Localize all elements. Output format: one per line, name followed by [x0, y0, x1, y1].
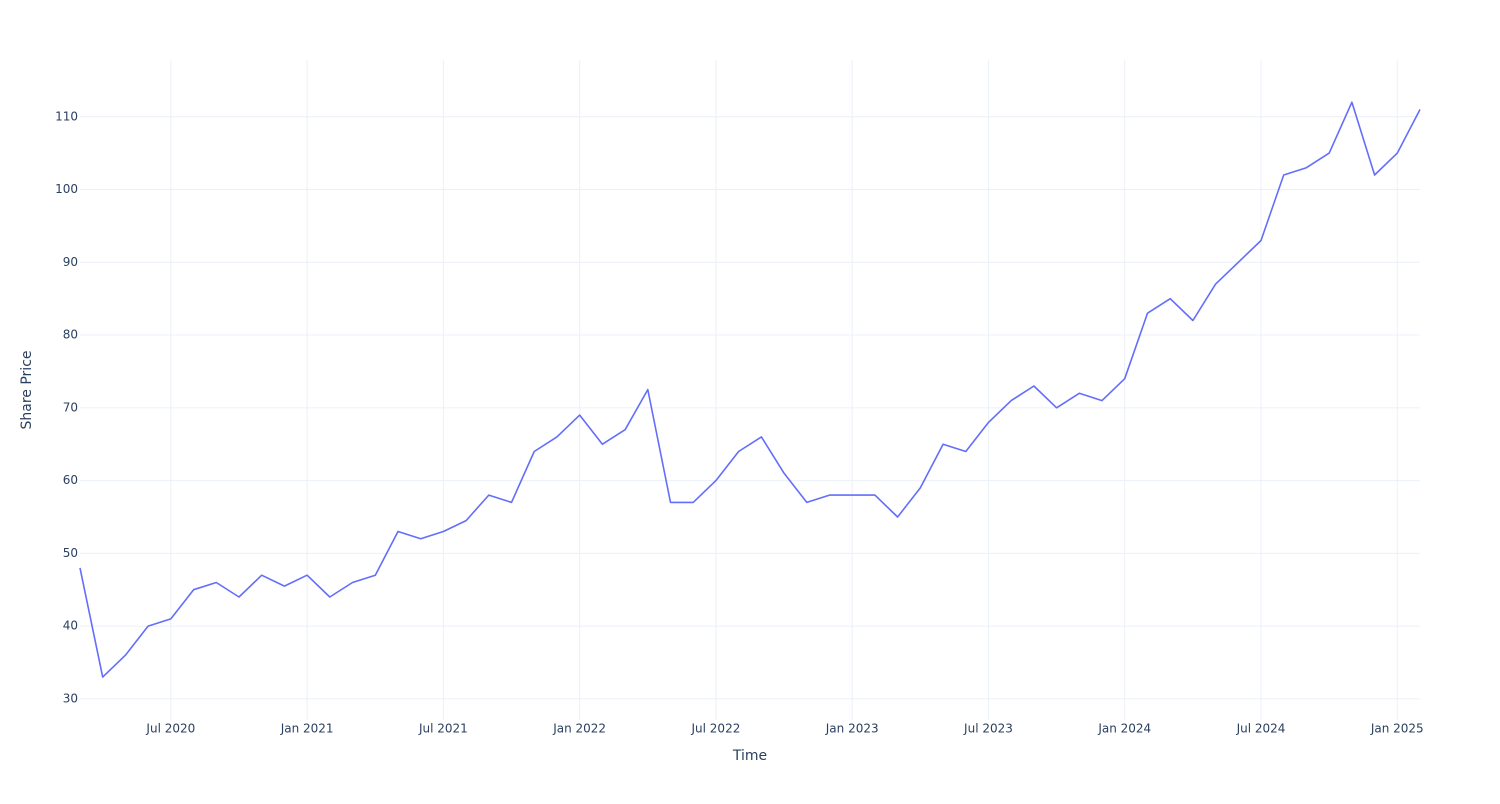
x-tick-label: Jul 2021: [418, 722, 468, 736]
x-tick-label: Jan 2025: [1370, 722, 1424, 736]
y-tick-label: 90: [63, 255, 78, 269]
x-tick-label: Jan 2024: [1097, 722, 1151, 736]
x-tick-label: Jan 2022: [552, 722, 606, 736]
x-tick-label: Jul 2022: [691, 722, 741, 736]
price-line: [79, 101, 1421, 678]
y-tick-label: 100: [55, 182, 78, 196]
x-tick-label: Jul 2020: [145, 722, 195, 736]
y-tick-label: 110: [55, 109, 78, 123]
y-tick-label: 70: [63, 400, 78, 414]
x-tick-label: Jul 2024: [1236, 722, 1286, 736]
x-tick-label: Jan 2023: [825, 722, 879, 736]
y-tick-label: 40: [63, 619, 78, 633]
y-tick-label: 30: [63, 691, 78, 705]
y-tick-label: 60: [63, 473, 78, 487]
x-axis-title: Time: [732, 748, 767, 764]
x-tick-label: Jan 2021: [280, 722, 334, 736]
y-axis-title: Share Price: [19, 350, 35, 429]
y-tick-label: 80: [63, 328, 78, 342]
y-tick-label: 50: [63, 546, 78, 560]
x-tick-label: Jul 2023: [963, 722, 1013, 736]
